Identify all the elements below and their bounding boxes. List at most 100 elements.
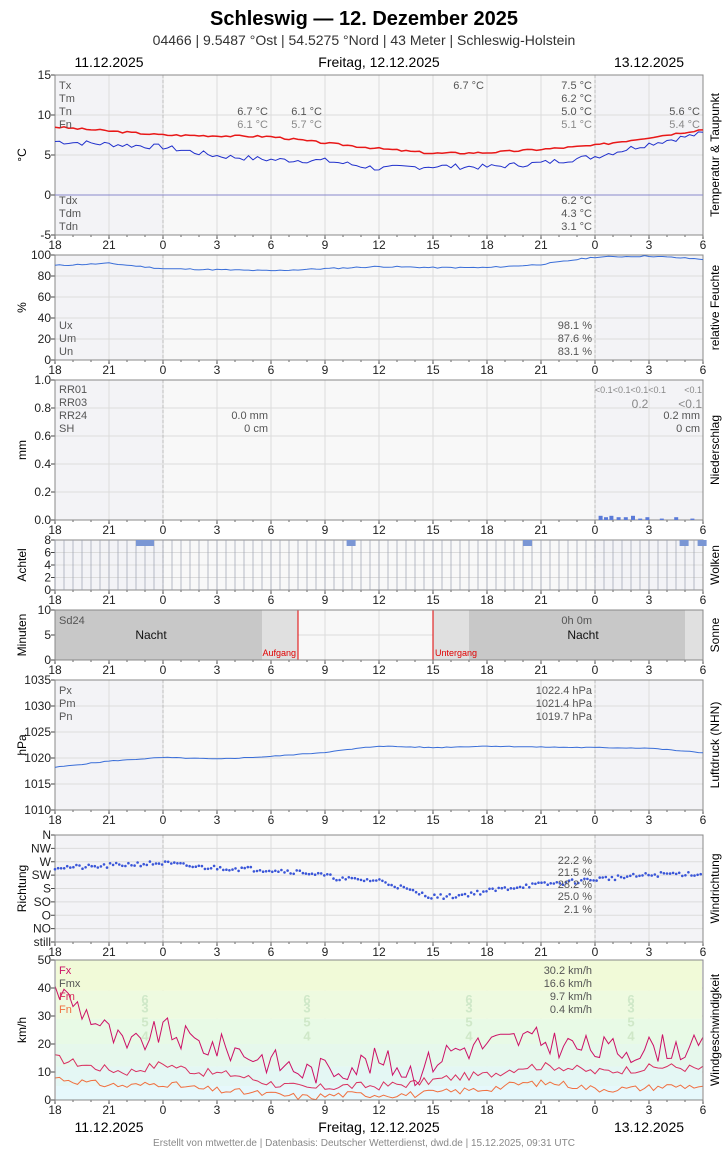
beaufort-band (56, 990, 702, 1019)
label-rr01: RR01 (59, 384, 87, 396)
temp-xtick-label: 21 (102, 238, 116, 252)
sunrise-label: Aufgang (262, 648, 296, 658)
wind-dir-point (528, 886, 531, 889)
wind-dir-point (96, 866, 100, 869)
value-rr03-b: 0.2 (632, 397, 649, 411)
wind-dir-point (252, 870, 256, 873)
chart-title: Schleswig — 12. Dezember 2025 (210, 8, 518, 30)
wind-dir-point (255, 869, 259, 873)
footer-date-main: Freitag, 12.12.2025 (318, 1119, 440, 1135)
sun-xtick-label: 0 (160, 663, 167, 677)
temperature-line (54, 126, 704, 155)
precip-xtick-label: 15 (426, 523, 440, 537)
wind-dir-point (271, 870, 274, 874)
night-label: Nacht (135, 628, 167, 642)
wind-dir-point (524, 883, 528, 886)
wind-dir-point (647, 873, 650, 877)
cloud-xtick-label: 18 (48, 593, 62, 607)
wdir-xtick-label: 15 (426, 945, 440, 959)
wind-dir-point (393, 885, 397, 889)
wind-dir-point (635, 875, 638, 878)
wind-dir-point (592, 879, 595, 882)
sun-xtick-label: 12 (372, 663, 386, 677)
wind-dir-point (577, 881, 580, 885)
cloud-ytick-label: 0 (44, 583, 51, 597)
wind-dir-point (699, 872, 702, 876)
label-un: Un (59, 346, 73, 358)
wind-dir-point (662, 872, 666, 875)
wind-dir-point (427, 896, 430, 899)
wind-dir-point (488, 887, 491, 891)
wind-dir-point (625, 875, 629, 878)
wind-dir-point (329, 873, 332, 876)
precip-ylabel: mm (15, 440, 29, 460)
wind-dir-point (274, 869, 277, 873)
temp-xtick-label: 6 (700, 238, 707, 252)
wdir-panel-title: Windrichtung (708, 853, 722, 923)
wind-dir-point (307, 872, 311, 876)
wind-dir-point (595, 879, 598, 882)
wspd-xtick-label: 18 (48, 1103, 62, 1117)
precip-bar (609, 515, 614, 520)
wind-dir-point (641, 874, 644, 877)
wind-dir-point (466, 895, 470, 898)
wind-dir-point (148, 860, 152, 863)
wind-dir-point (503, 886, 507, 889)
wind-dir-point (408, 888, 412, 891)
precip-xtick-label: 0 (592, 523, 599, 537)
sun-panel-title: Sonne (708, 617, 722, 652)
wind-dir-point (65, 864, 69, 868)
wind-dir-point (59, 867, 63, 870)
hum-ytick-label: 80 (38, 269, 52, 283)
wind-dir-point (564, 881, 568, 884)
wind-dir-point (402, 885, 406, 889)
sun-xtick-label: 6 (268, 663, 275, 677)
wind-dir-point (629, 874, 632, 878)
hum-xtick-label: 12 (372, 363, 386, 377)
beaufort-band (56, 960, 702, 991)
wind-dir-point (359, 878, 363, 882)
cloud-xtick-label: 3 (214, 593, 221, 607)
wind-dir-point (292, 872, 296, 876)
label-tdn: Tdn (59, 221, 78, 233)
value-pn: 1019.7 hPa (536, 711, 593, 723)
wind-dir-point (310, 872, 314, 875)
beaufort-band (56, 1066, 702, 1086)
wind-dir-point (209, 867, 213, 870)
value-c4-tm: 6.2 °C (561, 93, 592, 105)
wind-dir-point (191, 865, 194, 869)
wind-dir-point (610, 875, 614, 879)
wind-dir-point (102, 863, 106, 866)
wind-dir-point (185, 864, 188, 867)
press-xtick-label: 12 (372, 813, 386, 827)
wind-dir-point (476, 889, 479, 893)
precip-bar (690, 518, 695, 520)
wdir-ytick-label: W (40, 855, 52, 869)
wind-dir-point (56, 866, 60, 870)
press-ytick-label: 1020 (24, 751, 51, 765)
temp-xtick-label: 3 (214, 238, 221, 252)
hum-ytick-label: 60 (38, 290, 52, 304)
wind-dir-point (332, 877, 335, 880)
value-c5-tn: 5.6 °C (669, 106, 700, 118)
wind-dir-point (687, 871, 690, 874)
wdir-ytick-label: SO (34, 895, 51, 909)
sun-ytick-label: 0 (44, 653, 51, 667)
temp-xtick-label: 9 (322, 238, 329, 252)
wind-dir-point (243, 866, 246, 870)
value-ux: 98.1 % (558, 320, 592, 332)
wind-dir-point (289, 872, 292, 875)
wind-dir-point (696, 873, 699, 877)
cloud-block (136, 540, 145, 546)
hum-xtick-label: 0 (592, 363, 599, 377)
wind-dir-point (157, 862, 161, 865)
wind-dir-point (583, 877, 586, 881)
wind-dir-point (212, 864, 216, 868)
wind-dir-point (690, 874, 693, 877)
wind-dir-point (613, 878, 617, 882)
dawn-shade (262, 610, 298, 660)
wind-dir-point (249, 865, 253, 869)
wind-dir-point (601, 876, 604, 879)
value-tdn: 3.1 °C (561, 221, 592, 233)
precip-xtick-label: 21 (534, 523, 548, 537)
